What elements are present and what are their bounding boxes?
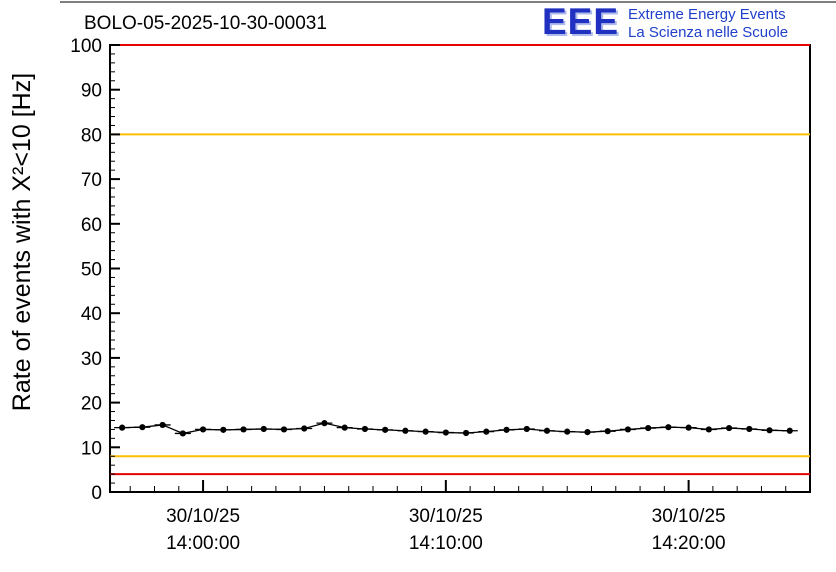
data-point <box>382 426 389 433</box>
data-point <box>139 424 146 431</box>
data-point <box>584 429 591 436</box>
y-tick-label: 70 <box>81 170 102 191</box>
data-point <box>685 424 692 431</box>
data-point <box>624 426 632 433</box>
eee-logo-acronym: EEE <box>542 1 620 42</box>
data-point <box>503 426 510 433</box>
x-tick-time: 14:20:00 <box>652 533 726 554</box>
data-point <box>402 427 409 434</box>
data-point <box>220 426 227 433</box>
y-tick-label: 30 <box>81 349 102 370</box>
data-point <box>280 426 288 433</box>
data-point <box>301 425 308 432</box>
y-tick-label: 20 <box>81 394 102 415</box>
data-point <box>240 426 247 433</box>
x-tick-time: 14:00:00 <box>166 533 240 554</box>
series-line <box>122 422 790 435</box>
data-point <box>564 428 571 435</box>
data-point <box>462 429 470 437</box>
eee-logo-line1: Extreme Energy Events <box>628 6 786 23</box>
data-point <box>483 428 490 435</box>
y-tick-label: 40 <box>81 304 102 325</box>
eee-logo: EEE Extreme Energy Events La Scienza nel… <box>542 3 788 42</box>
x-tick-date: 30/10/25 <box>409 506 483 527</box>
data-point <box>179 430 186 437</box>
x-tick-date: 30/10/25 <box>652 506 726 527</box>
data-point <box>442 429 449 436</box>
data-point <box>604 428 611 435</box>
y-axis-label: Rate of events with X²<10 [Hz] <box>8 72 36 412</box>
data-point <box>786 427 793 434</box>
plot-frame <box>109 44 811 493</box>
data-point <box>766 427 773 434</box>
eee-logo-line2: La Scienza nelle Scuole <box>628 24 789 41</box>
x-tick-time: 14:10:00 <box>409 533 483 554</box>
y-tick-label: 10 <box>81 438 102 459</box>
data-point <box>705 426 712 433</box>
data-point <box>422 428 429 435</box>
data-point <box>523 425 530 433</box>
y-tick-label: 0 <box>91 483 102 504</box>
y-tick-label: 80 <box>81 125 102 146</box>
x-tick-date: 30/10/25 <box>166 506 240 527</box>
data-point <box>746 425 753 433</box>
eee-logo-text: Extreme Energy Events La Scienza nelle S… <box>628 3 788 42</box>
data-point <box>119 424 126 431</box>
data-point <box>341 424 348 431</box>
y-tick-label: 50 <box>81 260 102 281</box>
data-point <box>543 427 551 434</box>
plot-title: BOLO-05-2025-10-30-00031 <box>84 13 327 34</box>
data-point <box>260 425 267 433</box>
y-tick-label: 90 <box>81 81 102 102</box>
data-point <box>665 424 672 431</box>
data-point <box>199 426 207 433</box>
data-point <box>725 424 733 432</box>
data-point <box>159 421 166 429</box>
y-tick-label: 100 <box>70 36 102 57</box>
y-tick-label: 60 <box>81 215 102 236</box>
data-point <box>361 425 369 433</box>
data-point <box>321 420 328 427</box>
data-point <box>645 424 652 432</box>
